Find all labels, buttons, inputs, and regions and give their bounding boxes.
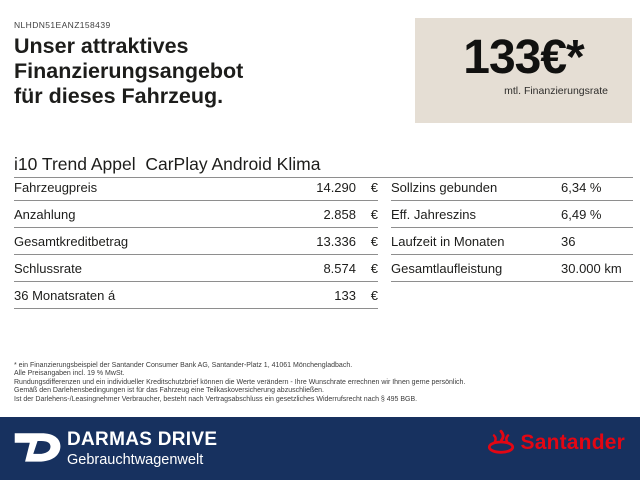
row-value: 36	[561, 234, 576, 249]
row-unit: €	[370, 288, 378, 303]
row-label: Gesamtlaufleistung	[391, 261, 503, 276]
dealer-subtitle: Gebrauchtwagenwelt	[67, 452, 204, 468]
monthly-rate-caption: mtl. Finanzierungsrate	[504, 85, 608, 97]
table-row: Anzahlung 2.858 €	[14, 201, 378, 228]
page-title: Unser attraktives Finanzierungsangebot fü…	[14, 34, 414, 109]
row-value: 8.574	[323, 261, 356, 276]
row-value: 13.336	[316, 234, 356, 249]
row-label: 36 Monatsraten á	[14, 288, 116, 303]
table-row: Gesamtkreditbetrag 13.336 €	[14, 228, 378, 255]
monthly-rate-amount: 133€*	[463, 31, 584, 84]
disclaimer-line: * ein Finanzierungsbeispiel der Santande…	[14, 362, 353, 369]
financing-table-right: Sollzins gebunden 6,34 % Eff. Jahreszins…	[391, 174, 633, 282]
table-row: Fahrzeugpreis 14.290 €	[14, 174, 378, 201]
row-unit: €	[370, 261, 378, 276]
table-row: Eff. Jahreszins 6,49 %	[391, 201, 633, 228]
row-label: Fahrzeugpreis	[14, 180, 98, 195]
footer-bar: DARMAS DRIVE Gebrauchtwagenwelt Santande…	[0, 417, 640, 480]
financing-table-left: Fahrzeugpreis 14.290 € Anzahlung 2.858 €…	[14, 174, 378, 309]
row-value: 6,49 %	[561, 207, 602, 222]
page-title-line1: Unser attraktives Finanzierungsangebot	[14, 34, 244, 83]
disclaimer-line: Gemäß den Darlehensbedingungen ist für d…	[14, 387, 324, 395]
page-title-line2: für dieses Fahrzeug.	[14, 83, 224, 108]
disclaimer-line: Rundungsdifferenzen und ein individuelle…	[14, 378, 466, 386]
monthly-rate-box: 133€* mtl. Finanzierungsrate	[415, 18, 632, 123]
table-row: Gesamtlaufleistung 30.000 km	[391, 255, 633, 282]
disclaimer-line: Ist der Darlehens-/Leasingnehmer Verbrau…	[14, 395, 418, 403]
table-row: 36 Monatsraten á 133 €	[14, 282, 378, 309]
row-unit: €	[370, 207, 378, 222]
vehicle-title: i10 Trend Appel CarPlay Android Klima	[14, 154, 321, 174]
table-row: Schlussrate 8.574 €	[14, 255, 378, 282]
row-label: Anzahlung	[14, 207, 76, 222]
row-unit: €	[370, 234, 378, 249]
row-value: 14.290	[316, 180, 356, 195]
row-value: 30.000 km	[561, 261, 622, 276]
title-divider	[14, 177, 633, 178]
row-label: Laufzeit in Monaten	[391, 234, 505, 249]
vehicle-id-number: NLHDN51EANZ158439	[14, 20, 111, 30]
table-row: Laufzeit in Monaten 36	[391, 228, 633, 255]
santander-flame-icon	[487, 429, 514, 454]
row-label: Schlussrate	[14, 261, 82, 276]
row-label: Eff. Jahreszins	[391, 207, 477, 222]
row-label: Sollzins gebunden	[391, 180, 498, 195]
row-value: 133	[334, 288, 356, 303]
table-row: Sollzins gebunden 6,34 %	[391, 174, 633, 201]
bank-name: Santander	[520, 430, 625, 454]
row-unit: €	[370, 180, 378, 195]
dealer-text-block: DARMAS DRIVE Gebrauchtwagenwelt	[67, 430, 217, 468]
darmas-drive-logo-icon	[14, 433, 61, 462]
row-value: 6,34 %	[561, 180, 602, 195]
santander-logo: Santander	[486, 429, 626, 455]
row-value: 2.858	[323, 207, 356, 222]
disclaimer-text: * ein Finanzierungsbeispiel der Santande…	[14, 362, 634, 404]
dealer-name: DARMAS DRIVE	[67, 429, 218, 450]
row-label: Gesamtkreditbetrag	[14, 234, 129, 249]
disclaimer-line: Alle Preisangaben incl. 19 % MwSt.	[14, 370, 125, 378]
